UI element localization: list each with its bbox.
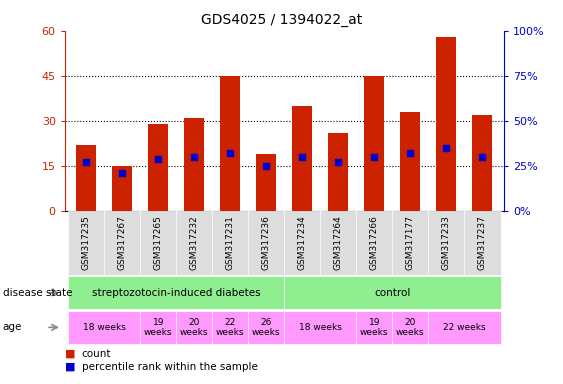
Text: 19
weeks: 19 weeks bbox=[144, 318, 173, 337]
Text: count: count bbox=[82, 349, 111, 359]
Point bbox=[82, 159, 91, 165]
Text: GSM317267: GSM317267 bbox=[118, 215, 127, 270]
Text: GSM317231: GSM317231 bbox=[226, 215, 235, 270]
Bar bbox=[77, 145, 96, 211]
Bar bbox=[256, 154, 276, 211]
Bar bbox=[328, 133, 348, 211]
Text: 18 weeks: 18 weeks bbox=[83, 323, 126, 332]
Text: ■: ■ bbox=[65, 349, 75, 359]
Text: GSM317264: GSM317264 bbox=[334, 215, 343, 270]
Bar bbox=[149, 124, 168, 211]
Text: 19
weeks: 19 weeks bbox=[360, 318, 388, 337]
Text: percentile rank within the sample: percentile rank within the sample bbox=[82, 362, 257, 372]
Point bbox=[370, 154, 379, 160]
Point bbox=[226, 151, 235, 157]
Text: 22
weeks: 22 weeks bbox=[216, 318, 244, 337]
Text: streptozotocin-induced diabetes: streptozotocin-induced diabetes bbox=[92, 288, 261, 298]
Text: GSM317265: GSM317265 bbox=[154, 215, 163, 270]
Bar bbox=[185, 118, 204, 211]
Text: 22 weeks: 22 weeks bbox=[443, 323, 486, 332]
Bar bbox=[364, 76, 384, 211]
Point bbox=[262, 163, 271, 169]
Bar bbox=[436, 37, 456, 211]
Text: GSM317177: GSM317177 bbox=[406, 215, 415, 270]
Text: GSM317266: GSM317266 bbox=[370, 215, 379, 270]
Text: 20
weeks: 20 weeks bbox=[180, 318, 208, 337]
Text: 26
weeks: 26 weeks bbox=[252, 318, 280, 337]
Text: GSM317232: GSM317232 bbox=[190, 215, 199, 270]
Point bbox=[478, 154, 487, 160]
Point bbox=[406, 151, 415, 157]
Text: GDS4025 / 1394022_at: GDS4025 / 1394022_at bbox=[201, 13, 362, 27]
Point bbox=[334, 159, 343, 166]
Text: 20
weeks: 20 weeks bbox=[396, 318, 425, 337]
Point bbox=[298, 154, 307, 160]
Text: disease state: disease state bbox=[3, 288, 72, 298]
Text: GSM317237: GSM317237 bbox=[478, 215, 487, 270]
Text: 18 weeks: 18 weeks bbox=[299, 323, 342, 332]
Text: ■: ■ bbox=[65, 362, 75, 372]
Text: GSM317235: GSM317235 bbox=[82, 215, 91, 270]
Bar bbox=[292, 106, 312, 211]
Bar bbox=[113, 166, 132, 211]
Point bbox=[190, 154, 199, 160]
Text: control: control bbox=[374, 288, 410, 298]
Bar bbox=[472, 115, 492, 211]
Text: GSM317236: GSM317236 bbox=[262, 215, 271, 270]
Text: age: age bbox=[3, 322, 22, 333]
Point bbox=[118, 170, 127, 176]
Bar bbox=[400, 112, 420, 211]
Point bbox=[442, 145, 451, 151]
Text: GSM317233: GSM317233 bbox=[442, 215, 451, 270]
Bar bbox=[221, 76, 240, 211]
Text: GSM317234: GSM317234 bbox=[298, 215, 307, 270]
Point bbox=[154, 156, 163, 162]
